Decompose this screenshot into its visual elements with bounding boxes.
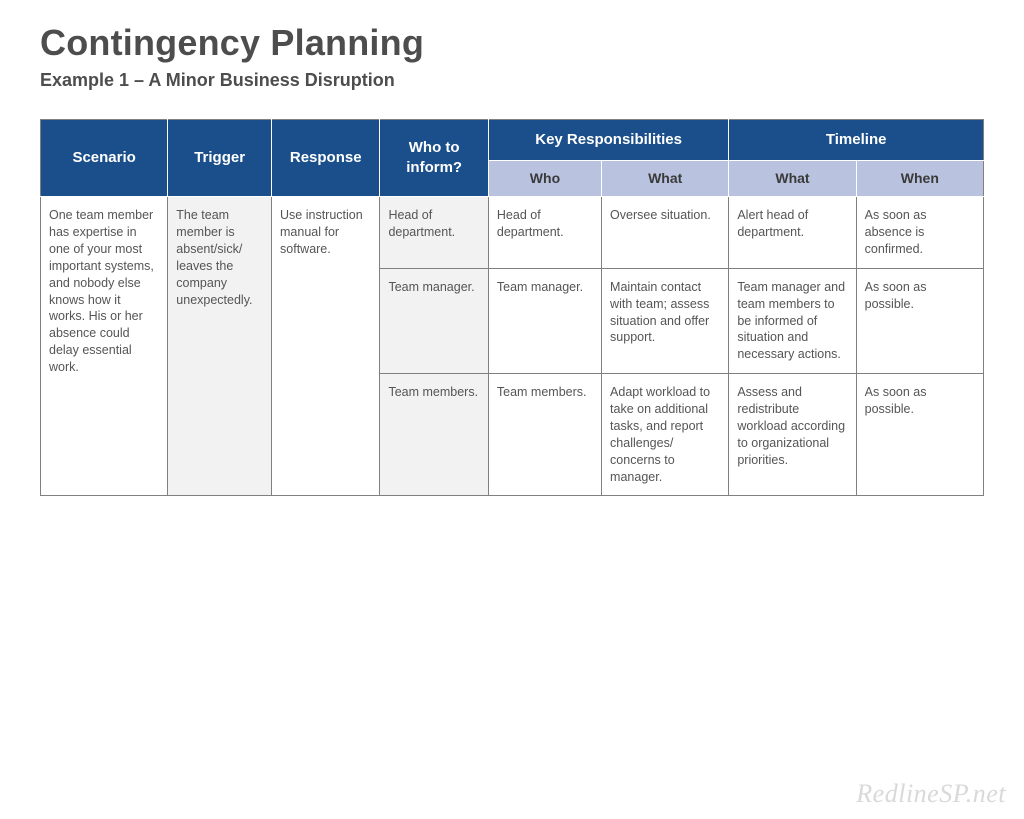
col-key-who: Who bbox=[488, 161, 601, 197]
col-scenario: Scenario bbox=[41, 120, 168, 197]
page: Contingency Planning Example 1 – A Minor… bbox=[0, 0, 1024, 496]
cell-inform: Head of department. bbox=[380, 197, 488, 269]
cell-trigger: The team member is absent/sick/ leaves t… bbox=[168, 197, 272, 496]
table-row: One team member has expertise in one of … bbox=[41, 197, 984, 269]
page-title: Contingency Planning bbox=[40, 22, 984, 64]
cell-inform: Team manager. bbox=[380, 268, 488, 373]
watermark: RedlineSP.net bbox=[856, 779, 1006, 809]
col-response: Response bbox=[272, 120, 380, 197]
page-subtitle: Example 1 – A Minor Business Disruption bbox=[40, 70, 984, 91]
col-timeline: Timeline bbox=[729, 120, 984, 161]
cell-tl-what: Alert head of department. bbox=[729, 197, 856, 269]
contingency-table: Scenario Trigger Response Who to inform?… bbox=[40, 119, 984, 496]
col-inform: Who to inform? bbox=[380, 120, 488, 197]
cell-who: Team members. bbox=[488, 374, 601, 496]
cell-what: Oversee situation. bbox=[602, 197, 729, 269]
cell-scenario: One team member has expertise in one of … bbox=[41, 197, 168, 496]
cell-what: Adapt workload to take on additional tas… bbox=[602, 374, 729, 496]
cell-inform: Team members. bbox=[380, 374, 488, 496]
cell-tl-when: As soon as absence is confirmed. bbox=[856, 197, 983, 269]
cell-tl-when: As soon as possible. bbox=[856, 268, 983, 373]
col-key-what: What bbox=[602, 161, 729, 197]
cell-what: Maintain contact with team; assess situa… bbox=[602, 268, 729, 373]
cell-who: Team manager. bbox=[488, 268, 601, 373]
col-trigger: Trigger bbox=[168, 120, 272, 197]
col-tl-what: What bbox=[729, 161, 856, 197]
col-tl-when: When bbox=[856, 161, 983, 197]
cell-who: Head of department. bbox=[488, 197, 601, 269]
col-key-responsibilities: Key Responsibilities bbox=[488, 120, 728, 161]
cell-response: Use instruction manual for software. bbox=[272, 197, 380, 496]
cell-tl-what: Team manager and team members to be info… bbox=[729, 268, 856, 373]
cell-tl-what: Assess and redistribute workload accordi… bbox=[729, 374, 856, 496]
cell-tl-when: As soon as possible. bbox=[856, 374, 983, 496]
